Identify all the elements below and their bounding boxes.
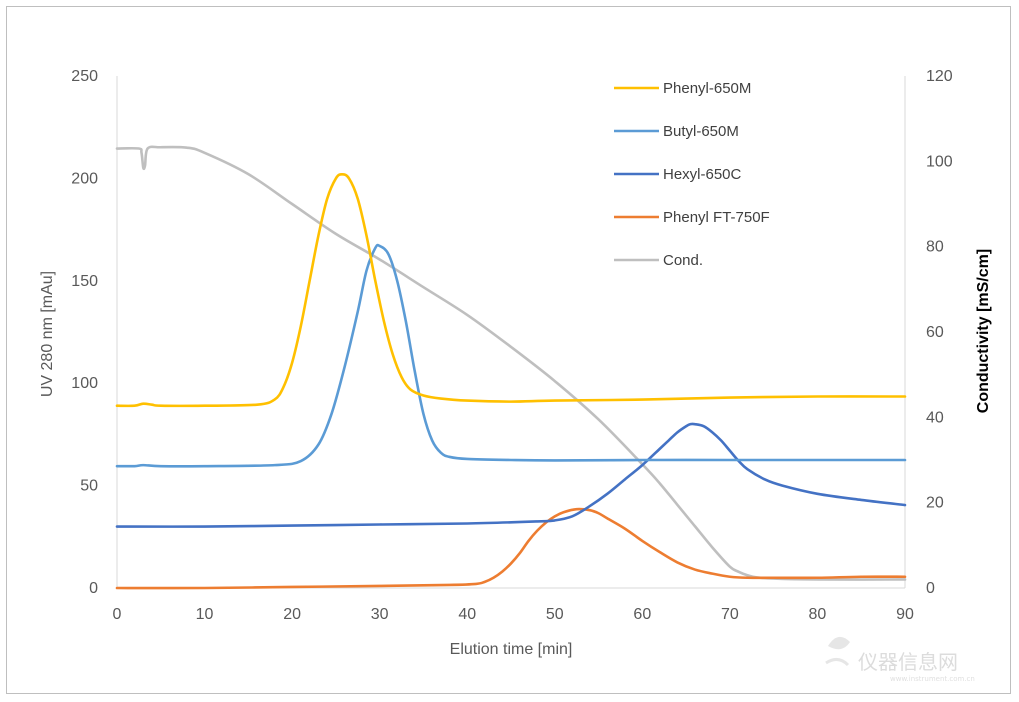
y2-tick-label: 100 <box>926 153 953 170</box>
x-tick-label: 40 <box>458 606 476 623</box>
legend-label-hexyl-650c: Hexyl-650C <box>663 166 742 183</box>
x-axis-title: Elution time [min] <box>450 641 573 658</box>
x-tick-label: 90 <box>896 606 914 623</box>
y2-tick-label: 120 <box>926 68 953 85</box>
legend-label-butyl-650m: Butyl-650M <box>663 123 739 140</box>
series-line-butyl-650m <box>115 243 907 468</box>
x-tick-label: 50 <box>546 606 564 623</box>
y-tick-label: 200 <box>71 170 98 187</box>
y-tick-label: 0 <box>89 580 98 597</box>
x-tick-label: 0 <box>113 606 122 623</box>
y2-tick-label: 60 <box>926 324 944 341</box>
watermark-logo-icon <box>825 636 850 667</box>
x-tick-label: 30 <box>371 606 389 623</box>
x-tick-label: 80 <box>809 606 827 623</box>
y-tick-label: 250 <box>71 68 98 85</box>
axes-layer: 0 10 20 30 40 50 60 70 80 90 0 50 100 150 200 250 0 20 40 6… <box>71 68 953 623</box>
series-line-phenyl-650m <box>115 173 907 408</box>
series-layer <box>115 145 907 590</box>
y2-tick-label: 80 <box>926 239 944 256</box>
watermark-text: 仪器信息网 <box>858 650 958 674</box>
y-axis-title: UV 280 nm [mAu] <box>39 271 56 397</box>
x-tick-label: 20 <box>283 606 301 623</box>
y2-tick-label: 40 <box>926 409 944 426</box>
legend-label-phenyl-650m: Phenyl-650M <box>663 80 751 97</box>
watermark-url: www.instrument.com.cn <box>890 675 975 683</box>
y-tick-label: 50 <box>80 478 98 495</box>
legend-label-phenyl-ft-750f: Phenyl FT-750F <box>663 209 770 226</box>
x-tick-label: 10 <box>196 606 214 623</box>
series-line-cond <box>115 145 907 581</box>
legend: Phenyl-650M Butyl-650M Hexyl-650C Phenyl FT… <box>614 80 770 269</box>
y-tick-label: 150 <box>71 273 98 290</box>
watermark: 仪器信息网 www.instrument.com.cn <box>825 636 975 683</box>
series-line-hexyl-650c <box>115 422 907 528</box>
chart-frame <box>6 6 1011 694</box>
x-tick-label: 60 <box>633 606 651 623</box>
y2-axis-title: Conductivity [mS/cm] <box>975 249 992 413</box>
x-tick-label: 70 <box>721 606 739 623</box>
y2-tick-label: 0 <box>926 580 935 597</box>
legend-label-cond: Cond. <box>663 252 703 269</box>
y2-tick-label: 20 <box>926 495 944 512</box>
series-line-phenyl-ft-750f <box>115 507 907 590</box>
y-tick-label: 100 <box>71 375 98 392</box>
